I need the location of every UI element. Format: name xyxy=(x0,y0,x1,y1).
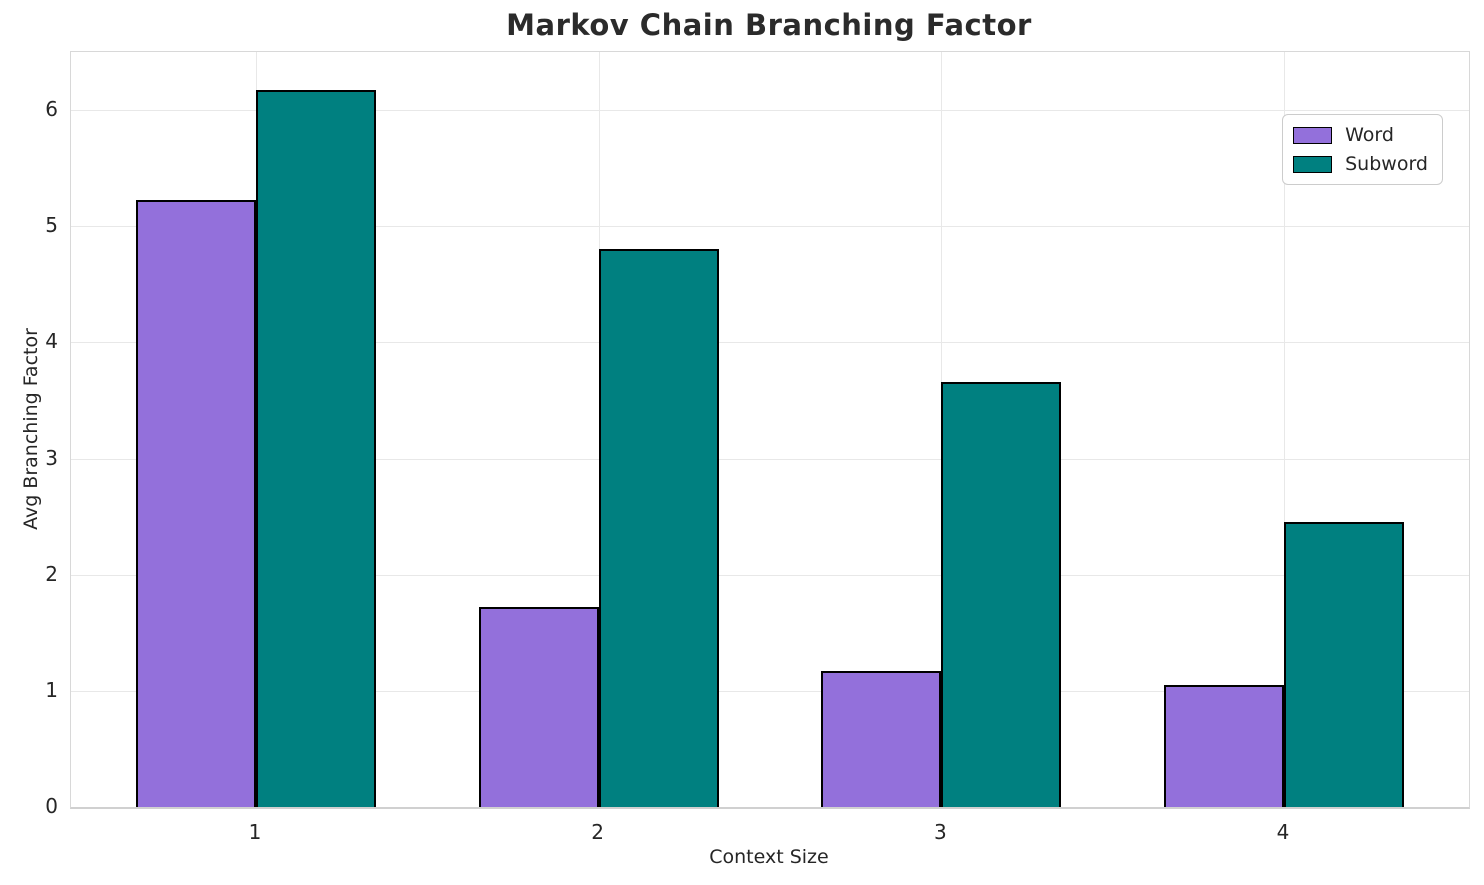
plot-area: Word Subword xyxy=(70,51,1470,809)
y-tick-label: 0 xyxy=(45,794,58,818)
chart-title: Markov Chain Branching Factor xyxy=(506,8,1032,42)
x-tick-label: 2 xyxy=(591,820,605,844)
x-tick-label: 4 xyxy=(1276,820,1290,844)
gridline-horizontal xyxy=(71,226,1469,228)
y-tick-label: 2 xyxy=(45,561,58,586)
x-tick-label: 1 xyxy=(248,820,262,844)
legend-item-subword: Subword xyxy=(1293,153,1428,175)
bar-word-ctx2 xyxy=(478,607,599,807)
bar-word-ctx4 xyxy=(1164,685,1284,807)
x-tick-label: 3 xyxy=(933,820,947,844)
gridline-horizontal xyxy=(71,458,1469,460)
bar-subword-ctx1 xyxy=(256,90,376,807)
gridline-horizontal xyxy=(71,342,1469,344)
legend-label: Subword xyxy=(1345,153,1428,175)
bar-subword-ctx4 xyxy=(1283,522,1404,807)
gridline-horizontal xyxy=(71,690,1469,692)
legend-swatch xyxy=(1293,155,1333,173)
legend-label: Word xyxy=(1345,124,1394,146)
gridline-horizontal xyxy=(71,110,1469,112)
bar-subword-ctx3 xyxy=(941,381,1062,807)
gridline-vertical xyxy=(1283,52,1285,807)
x-axis-label: Context Size xyxy=(709,846,829,868)
y-tick-label: 5 xyxy=(45,213,58,238)
y-tick-label: 4 xyxy=(45,329,58,354)
y-tick-label: 6 xyxy=(45,97,58,122)
bar-subword-ctx2 xyxy=(598,249,719,807)
y-tick-label: 1 xyxy=(45,677,58,702)
legend: Word Subword xyxy=(1282,114,1443,185)
gridline-horizontal xyxy=(71,574,1469,576)
legend-item-word: Word xyxy=(1293,124,1428,146)
legend-swatch xyxy=(1293,126,1333,144)
bar-word-ctx1 xyxy=(136,199,257,807)
bar-word-ctx3 xyxy=(821,671,942,807)
y-tick-label: 3 xyxy=(45,445,58,470)
